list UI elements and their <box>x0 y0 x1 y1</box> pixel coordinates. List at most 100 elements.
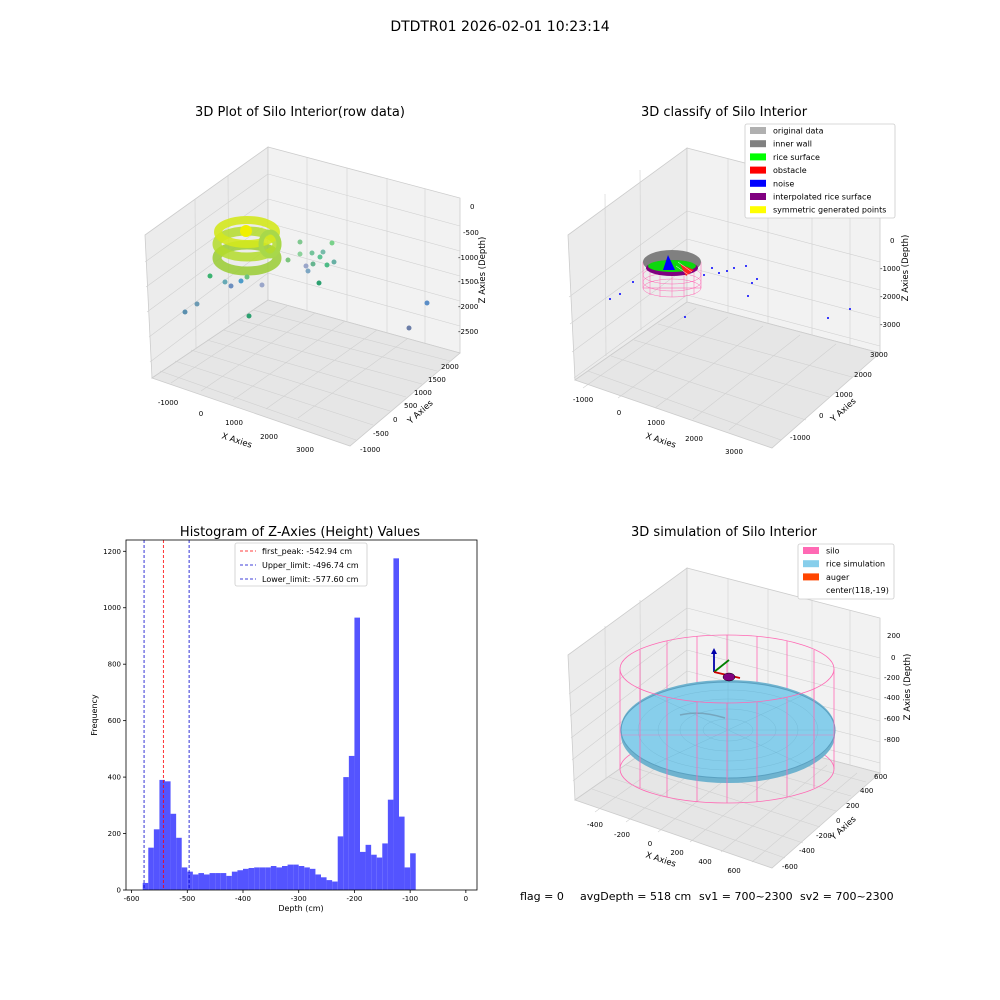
figure-suptitle: DTDTR01 2026-02-01 10:23:14 <box>390 19 609 35</box>
histogram-bar <box>204 874 210 890</box>
histogram-bar <box>393 558 399 890</box>
histogram-bar <box>243 868 249 890</box>
y-tick-label: 1000 <box>835 391 853 399</box>
raw-y-ticks: -1000 -500 0 500 1000 1500 2000 <box>360 363 459 454</box>
y-tick-label: 1000 <box>103 604 121 612</box>
x-tick-label: -500 <box>179 895 195 903</box>
legend-label: auger <box>826 573 850 582</box>
y-tick-label: 0 <box>819 412 823 420</box>
raw-z-ticks: 0 -500 -1000 -1500 -2000 -2500 <box>458 203 479 336</box>
y-tick-label: 600 <box>874 773 887 781</box>
histogram-bar <box>153 829 160 890</box>
z-tick-label: -800 <box>884 736 900 744</box>
panel-simulation: 3D simulation of Silo Interior <box>567 525 913 875</box>
legend-label: noise <box>773 179 794 188</box>
legend-swatch <box>750 193 766 200</box>
z-tick-label: -500 <box>463 229 479 237</box>
x-tick-label: 2000 <box>260 433 278 441</box>
panel-classify: 3D classify of Silo Interior <box>567 105 911 456</box>
x-tick-label: 400 <box>698 858 711 866</box>
legend-swatch <box>750 206 766 214</box>
x-tick-label: -200 <box>614 831 630 839</box>
x-tick-label: 3000 <box>296 446 314 454</box>
y-tick-label: 200 <box>846 802 859 810</box>
z-tick-label: -2000 <box>880 293 900 301</box>
x-tick-label: -300 <box>291 895 307 903</box>
histogram-bar <box>226 875 232 890</box>
classify-z-axis-label: Z Axies (Depth) <box>901 235 911 302</box>
y-tick-label: 3000 <box>870 351 888 359</box>
y-tick-label: 600 <box>108 717 121 725</box>
simulation-legend: silo rice simulation auger center(118,-19) <box>797 543 895 600</box>
y-tick-label: 0 <box>117 887 121 895</box>
histogram-reference-lines <box>143 540 190 890</box>
x-tick-label: -1000 <box>573 396 593 404</box>
raw-scattered-points <box>182 239 430 331</box>
y-tick-label: 400 <box>108 774 121 782</box>
x-tick-label: -1000 <box>158 399 178 407</box>
silo-wireframe-front <box>619 668 835 804</box>
y-tick-label: 500 <box>404 402 417 410</box>
panel-classify-title: 3D classify of Silo Interior <box>641 105 808 120</box>
histogram-bar <box>165 781 171 890</box>
histogram-bar <box>220 873 227 890</box>
x-tick-label: 600 <box>727 867 740 875</box>
legend-label: symmetric generated points <box>773 206 886 215</box>
histogram-bar <box>326 880 333 890</box>
classify-x-ticks: -1000 0 1000 2000 3000 <box>573 396 743 456</box>
histogram-bar <box>404 867 411 890</box>
legend-label: rice surface <box>773 153 820 162</box>
z-tick-label: 200 <box>887 632 900 640</box>
z-tick-label: -1500 <box>458 278 478 286</box>
panel-raw-data: 3D Plot of Silo Interior(row data) <box>144 105 488 454</box>
histogram-bar <box>387 799 394 890</box>
classified-silo <box>642 250 702 298</box>
y-tick-label: -200 <box>816 832 832 840</box>
grid-lines <box>568 159 881 441</box>
x-tick-label: 1000 <box>647 419 665 427</box>
histogram-bar <box>176 837 182 890</box>
histogram-bar <box>287 864 294 890</box>
histogram-y-ticks: 0 200 400 600 800 1000 1200 <box>103 548 126 895</box>
legend-swatch <box>750 166 766 174</box>
y-tick-label: 2000 <box>441 363 459 371</box>
histogram-bar <box>276 867 282 890</box>
legend-upper-limit: Upper_limit: -496.74 cm <box>262 561 359 570</box>
x-tick-label: 0 <box>617 409 621 417</box>
raw-x-ticks: -1000 0 1000 2000 3000 <box>158 399 314 454</box>
histogram-bar <box>192 874 199 890</box>
histogram-x-axis-label: Depth (cm) <box>278 904 323 913</box>
histogram-bar <box>254 867 260 890</box>
y-tick-label: 1200 <box>103 548 121 556</box>
raw-z-axis-label: Z Axies (Depth) <box>478 237 488 304</box>
x-tick-label: 0 <box>464 895 468 903</box>
histogram-y-axis-label: Frequency <box>90 694 99 736</box>
legend-swatch <box>750 153 766 161</box>
legend-label: silo <box>826 547 840 556</box>
histogram-bar <box>360 851 366 890</box>
histogram-bar <box>248 867 255 890</box>
y-tick-label: 1000 <box>414 389 432 397</box>
x-tick-label: 2000 <box>685 435 703 443</box>
histogram-bar <box>270 866 277 890</box>
histogram-axes-frame <box>125 539 478 891</box>
x-tick-label: -100 <box>402 895 418 903</box>
sv2-text: sv2 = 700~2300 <box>800 890 894 903</box>
histogram-bar <box>304 867 310 890</box>
histogram-bar <box>293 864 299 890</box>
x-tick-label: -400 <box>235 895 251 903</box>
histogram-bar <box>365 844 372 890</box>
classify-y-ticks: -1000 0 1000 2000 3000 <box>790 351 888 442</box>
sim-y-axis-label: Y Axies <box>828 814 859 843</box>
histogram-bars <box>142 558 416 890</box>
histogram-bar <box>209 873 216 890</box>
legend-swatch <box>750 140 766 148</box>
histogram-bar <box>343 777 349 890</box>
y-tick-label: -400 <box>799 847 815 855</box>
sim-z-axis-label: Z Axies (Depth) <box>903 654 913 721</box>
rice-simulation-surface <box>620 680 836 783</box>
grid-lines <box>144 157 461 441</box>
x-tick-label: 200 <box>670 849 683 857</box>
histogram-bar <box>142 882 149 890</box>
